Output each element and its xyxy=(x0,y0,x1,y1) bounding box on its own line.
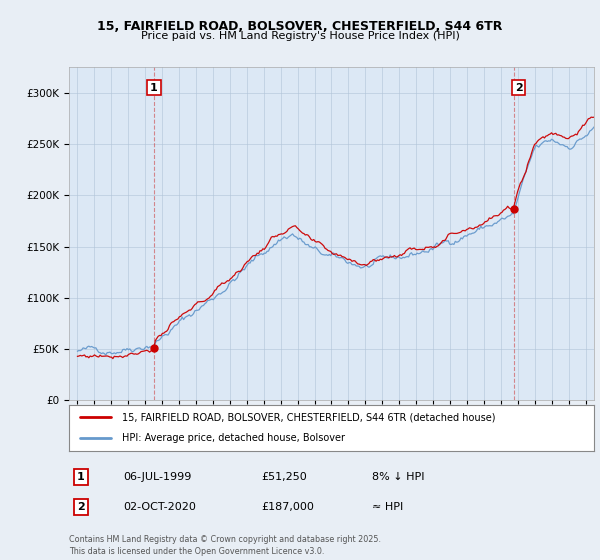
Text: ≈ HPI: ≈ HPI xyxy=(372,502,403,512)
Text: Contains HM Land Registry data © Crown copyright and database right 2025.
This d: Contains HM Land Registry data © Crown c… xyxy=(69,535,381,556)
Text: 02-OCT-2020: 02-OCT-2020 xyxy=(123,502,196,512)
Text: 15, FAIRFIELD ROAD, BOLSOVER, CHESTERFIELD, S44 6TR: 15, FAIRFIELD ROAD, BOLSOVER, CHESTERFIE… xyxy=(97,20,503,32)
Text: 2: 2 xyxy=(77,502,85,512)
Text: 1: 1 xyxy=(77,472,85,482)
Text: 1: 1 xyxy=(150,83,158,93)
Text: £187,000: £187,000 xyxy=(261,502,314,512)
Text: £51,250: £51,250 xyxy=(261,472,307,482)
Text: Price paid vs. HM Land Registry's House Price Index (HPI): Price paid vs. HM Land Registry's House … xyxy=(140,31,460,41)
Text: 15, FAIRFIELD ROAD, BOLSOVER, CHESTERFIELD, S44 6TR (detached house): 15, FAIRFIELD ROAD, BOLSOVER, CHESTERFIE… xyxy=(121,412,495,422)
Text: HPI: Average price, detached house, Bolsover: HPI: Average price, detached house, Bols… xyxy=(121,433,344,444)
Text: 06-JUL-1999: 06-JUL-1999 xyxy=(123,472,191,482)
Text: 2: 2 xyxy=(515,83,523,93)
Text: 8% ↓ HPI: 8% ↓ HPI xyxy=(372,472,425,482)
